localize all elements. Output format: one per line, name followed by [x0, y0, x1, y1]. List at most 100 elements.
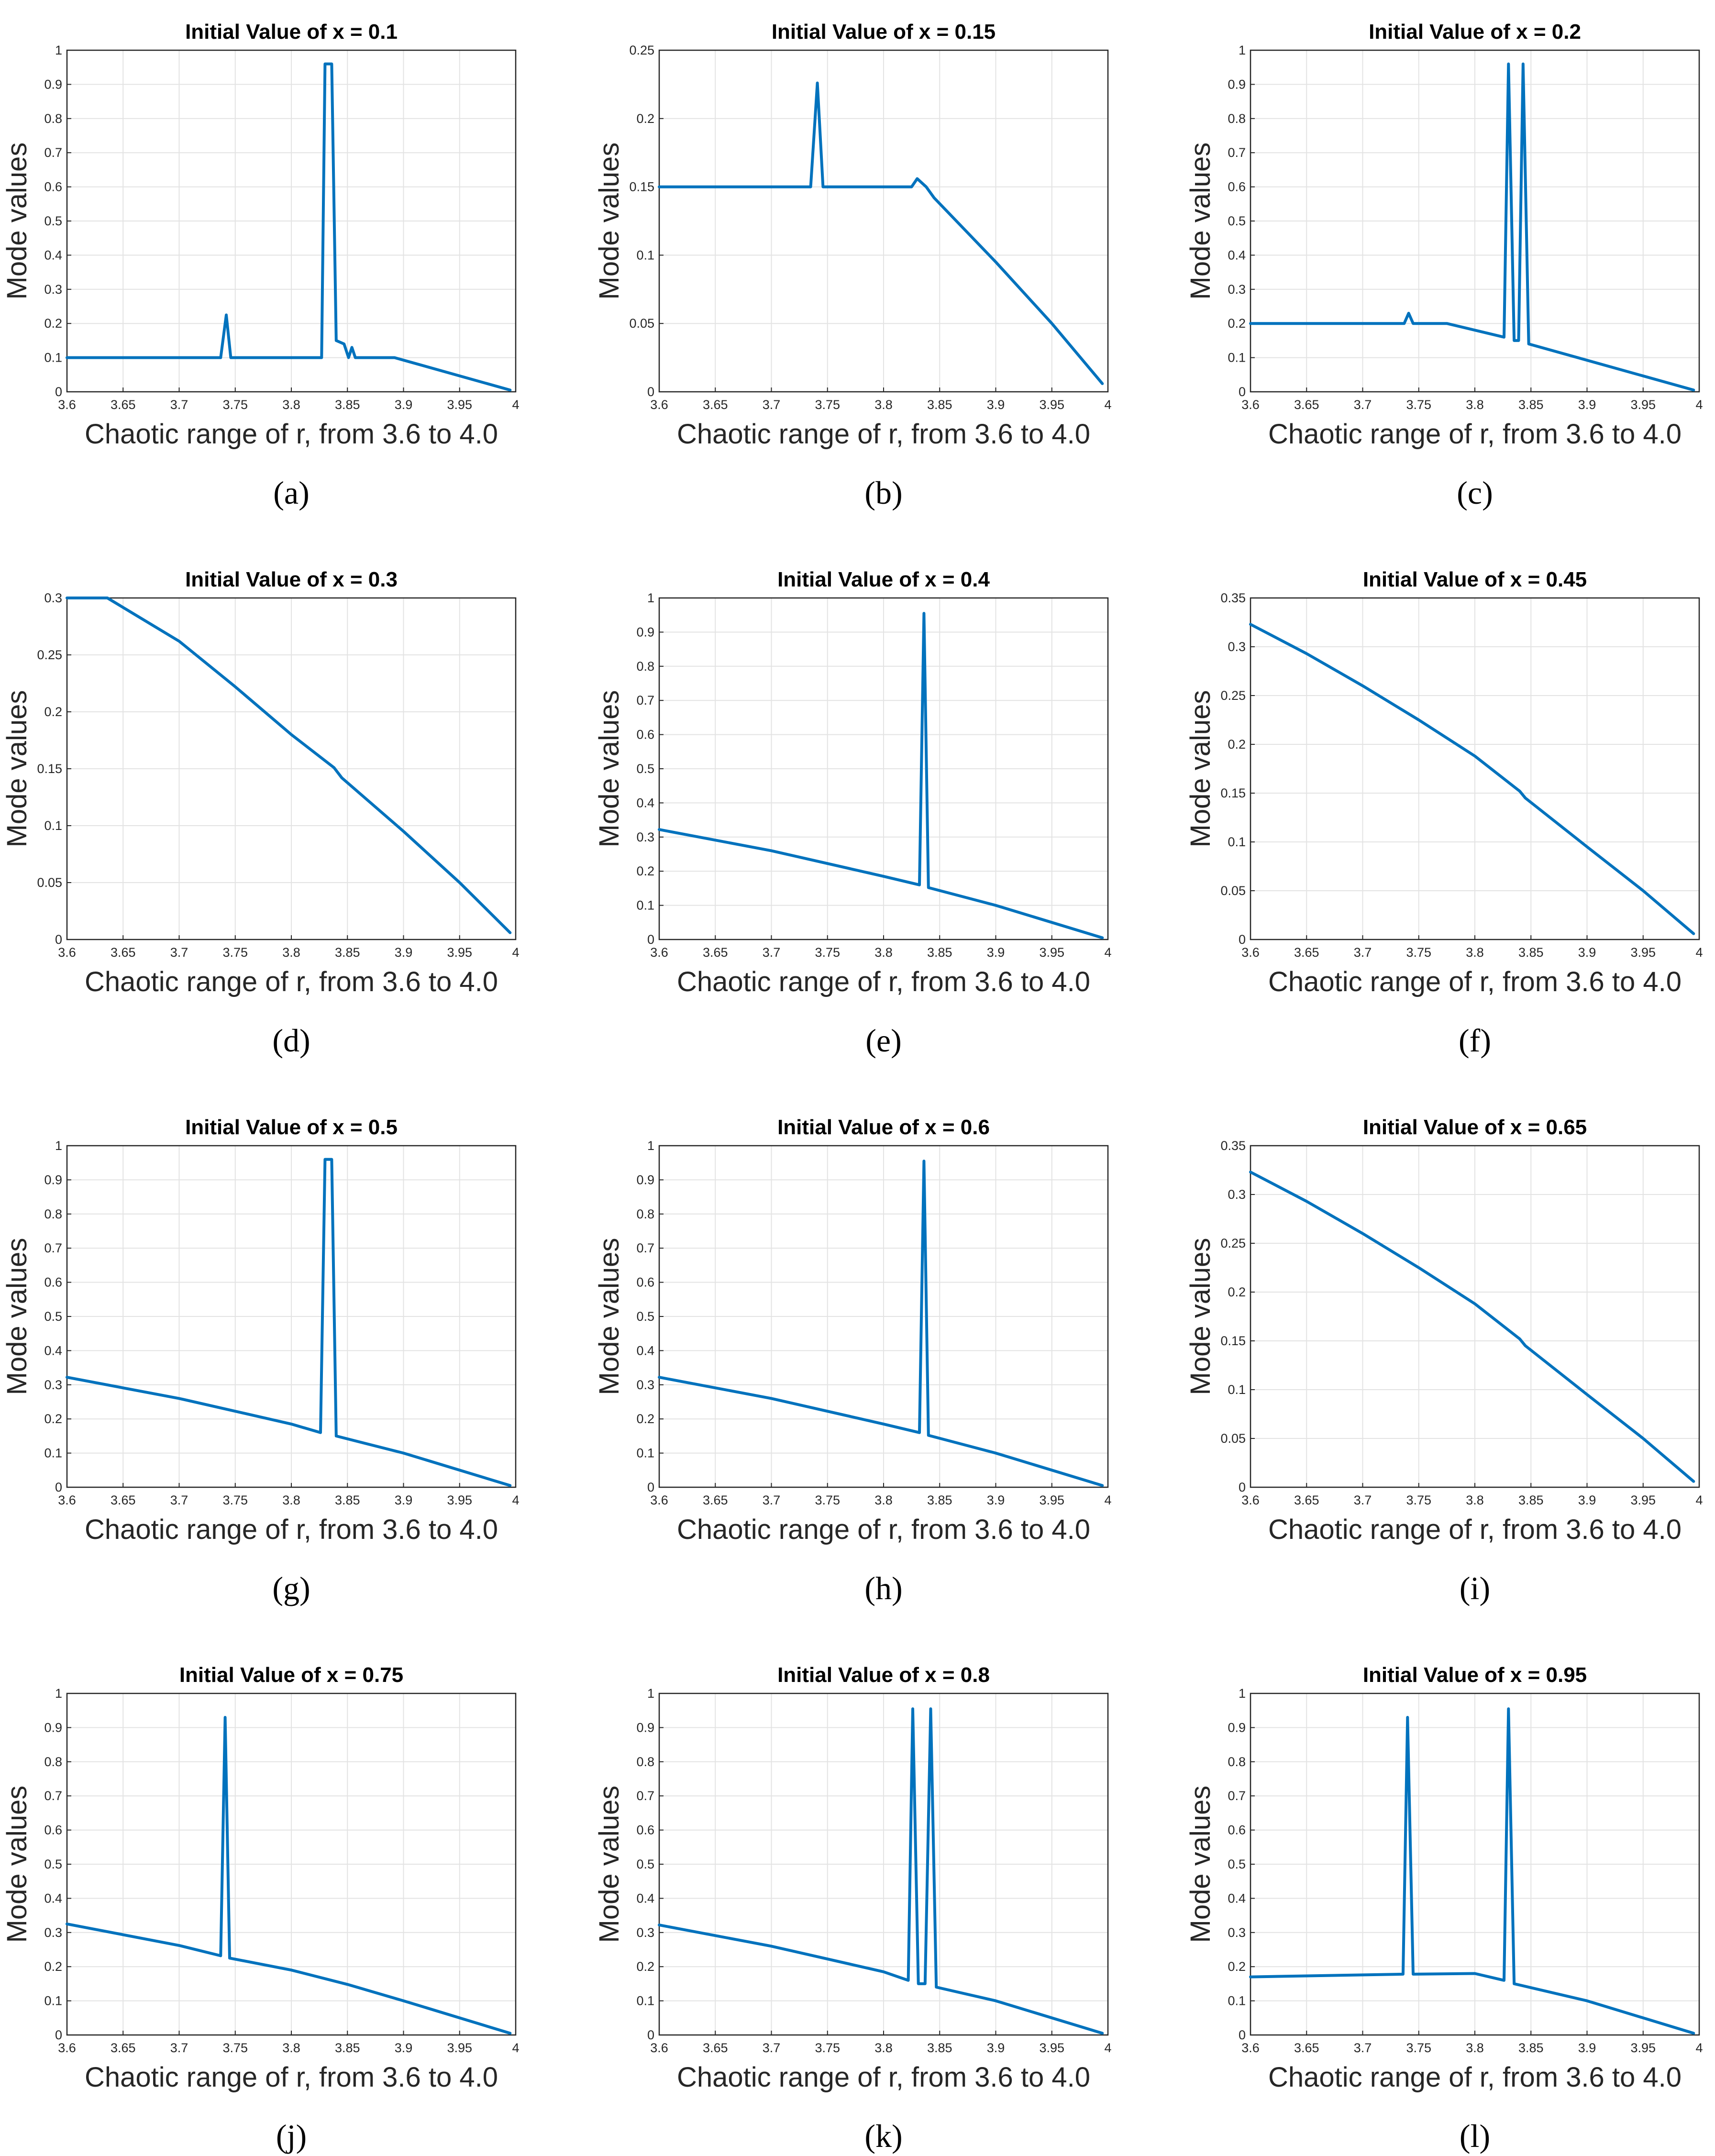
y-tick-label: 0.1 — [44, 818, 62, 833]
y-axis-label: Mode values — [1, 690, 33, 848]
plot-frame — [66, 597, 517, 940]
chart-panel-a: 3.6 3.65 3.7 3.75 3.8 3.85 3.9 3.95 4 0 0.1 0.2 0.3 0… — [1, 20, 520, 511]
y-tick-label: 0.15 — [1220, 786, 1246, 800]
y-tick-label: 0.7 — [44, 1789, 62, 1803]
x-tick-label: 4 — [512, 1493, 519, 1507]
plot-frame — [66, 1145, 517, 1488]
y-tick-label: 0.2 — [1228, 316, 1246, 331]
y-tick-label: 0.4 — [1228, 248, 1246, 262]
x-tick-label: 3.7 — [763, 398, 781, 412]
y-tick-label: 0 — [1239, 2028, 1246, 2042]
x-tick-label: 3.6 — [650, 398, 668, 412]
x-tick-label: 3.75 — [1406, 1493, 1431, 1507]
y-tick-label: 0.8 — [636, 1207, 654, 1221]
y-tick-label: 1 — [55, 43, 62, 57]
y-axis-label: Mode values — [1185, 1238, 1216, 1395]
x-tick-label: 3.65 — [1294, 945, 1319, 960]
x-tick-label: 3.9 — [987, 2041, 1005, 2055]
y-tick-label: 1 — [647, 1139, 654, 1153]
y-tick-label: 0.6 — [636, 728, 654, 742]
y-tick-label: 0.2 — [44, 316, 62, 331]
y-axis-label: Mode values — [1, 1238, 33, 1395]
chart-title: Initial Value of x = 0.1 — [185, 20, 398, 44]
y-tick-label: 0.9 — [44, 1720, 62, 1735]
x-tick-label: 3.9 — [395, 2041, 413, 2055]
x-tick-label: 3.6 — [1241, 2041, 1260, 2055]
y-tick-label: 0.5 — [636, 762, 654, 776]
x-tick-label: 3.9 — [1578, 398, 1596, 412]
y-tick-label: 0.4 — [44, 1343, 62, 1358]
chart-title: Initial Value of x = 0.6 — [777, 1116, 990, 1139]
y-tick-label: 0 — [55, 932, 62, 947]
series-line-mode — [1249, 1707, 1695, 2035]
x-tick-label: 3.75 — [815, 2041, 840, 2055]
x-tick-label: 3.75 — [815, 398, 840, 412]
y-axis-label: Mode values — [594, 1238, 625, 1395]
x-tick-label: 3.6 — [58, 398, 76, 412]
y-tick-label: 0.25 — [629, 43, 654, 57]
x-axis-label: Chaotic range of r, from 3.6 to 4.0 — [1268, 1514, 1682, 1545]
y-tick-label: 0.3 — [44, 1378, 62, 1392]
x-tick-label: 4 — [1695, 1493, 1703, 1507]
x-axis-label: Chaotic range of r, from 3.6 to 4.0 — [85, 419, 498, 450]
y-tick-label: 0.3 — [636, 830, 654, 844]
y-tick-label: 0.3 — [1228, 1187, 1246, 1202]
y-tick-label: 0.1 — [1228, 1382, 1246, 1397]
y-tick-label: 0.9 — [1228, 1720, 1246, 1735]
y-tick-label: 0.4 — [1228, 1891, 1246, 1905]
y-tick-label: 0.8 — [636, 1755, 654, 1769]
x-tick-label: 4 — [1104, 945, 1111, 960]
chart-title: Initial Value of x = 0.45 — [1363, 568, 1587, 591]
y-axis-label: Mode values — [1185, 690, 1216, 848]
subfigure-caption: (k) — [864, 2118, 902, 2154]
y-tick-label: 0 — [55, 385, 62, 399]
y-tick-label: 0 — [1239, 932, 1246, 947]
y-tick-label: 0 — [647, 1480, 654, 1494]
y-tick-label: 0.6 — [636, 1823, 654, 1837]
series-line-mode — [658, 612, 1104, 940]
subfigure-caption: (i) — [1460, 1570, 1490, 1606]
chart-title: Initial Value of x = 0.3 — [185, 568, 398, 591]
chart-panel-e: 3.6 3.65 3.7 3.75 3.8 3.85 3.9 3.95 4 0 0.1 0.2 0.3 0… — [594, 568, 1112, 1059]
y-tick-label: 0.5 — [44, 214, 62, 228]
x-tick-label: 3.8 — [282, 1493, 300, 1507]
x-axis-label: Chaotic range of r, from 3.6 to 4.0 — [85, 2062, 498, 2093]
x-tick-label: 3.8 — [282, 398, 300, 412]
y-tick-label: 0.3 — [1228, 640, 1246, 654]
x-tick-label: 3.85 — [927, 945, 952, 960]
y-tick-label: 1 — [55, 1686, 62, 1701]
series-line-mode — [66, 1158, 512, 1487]
y-tick-label: 1 — [55, 1139, 62, 1153]
y-tick-label: 0.9 — [636, 1172, 654, 1187]
series-line-mode — [1249, 623, 1695, 935]
y-tick-label: 0.7 — [636, 1789, 654, 1803]
x-axis-label: Chaotic range of r, from 3.6 to 4.0 — [677, 419, 1090, 450]
y-tick-label: 0.3 — [44, 591, 62, 605]
x-tick-label: 3.75 — [222, 1493, 248, 1507]
chart-panel-g: 3.6 3.65 3.7 3.75 3.8 3.85 3.9 3.95 4 0 0.1 0.2 0.3 0… — [1, 1116, 520, 1606]
y-tick-label: 0.9 — [44, 1172, 62, 1187]
y-tick-label: 0.7 — [636, 693, 654, 708]
y-tick-label: 0.1 — [636, 898, 654, 913]
x-axis-label: Chaotic range of r, from 3.6 to 4.0 — [1268, 966, 1682, 997]
x-tick-label: 3.7 — [763, 1493, 781, 1507]
x-tick-label: 3.8 — [282, 945, 300, 960]
y-tick-label: 0.8 — [44, 111, 62, 126]
subfigure-caption: (j) — [276, 2118, 307, 2154]
y-tick-label: 1 — [1239, 43, 1246, 57]
y-tick-label: 0.4 — [636, 796, 654, 810]
x-tick-label: 3.65 — [1294, 2041, 1319, 2055]
x-tick-label: 4 — [1104, 1493, 1111, 1507]
x-tick-label: 3.85 — [1518, 2041, 1544, 2055]
subfigure-caption: (e) — [865, 1022, 901, 1059]
plot-frame — [1250, 49, 1700, 393]
y-tick-label: 0.1 — [636, 1446, 654, 1460]
y-axis-label: Mode values — [1185, 1786, 1216, 1943]
x-tick-label: 3.8 — [1466, 2041, 1484, 2055]
x-tick-label: 3.65 — [703, 945, 728, 960]
chart-title: Initial Value of x = 0.2 — [1369, 20, 1581, 44]
series-line-mode — [66, 1716, 512, 2035]
y-tick-label: 0.5 — [44, 1309, 62, 1324]
y-tick-label: 0.05 — [1220, 884, 1246, 898]
